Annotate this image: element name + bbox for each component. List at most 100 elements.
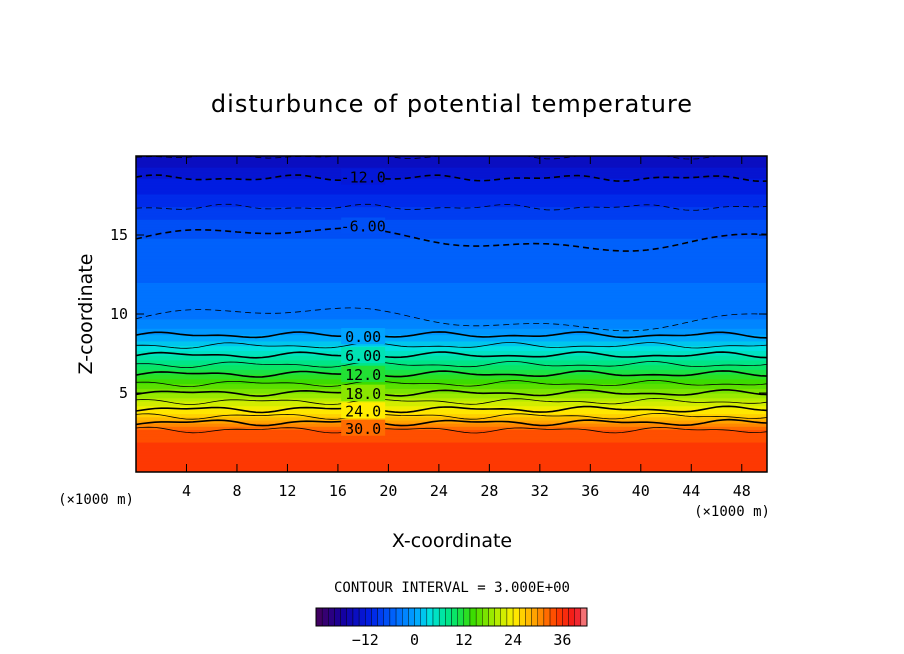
color-band: [136, 306, 767, 309]
color-band: [136, 186, 767, 189]
colorbar-cell: [525, 607, 532, 627]
contour-label-bg: [341, 385, 386, 401]
x-axis-label: X-coordinate: [392, 530, 512, 552]
color-band: [136, 258, 767, 261]
color-band: [136, 347, 767, 350]
color-band: [136, 446, 767, 449]
color-band: [136, 304, 767, 307]
color-band: [136, 460, 767, 464]
color-band: [136, 432, 767, 435]
colorbar-cell: [432, 607, 440, 627]
color-band: [136, 453, 767, 456]
color-band: [136, 244, 767, 247]
color-band: [136, 201, 767, 204]
color-band: [136, 358, 767, 361]
color-band: [136, 198, 767, 201]
color-band: [136, 276, 767, 279]
color-band: [136, 277, 767, 280]
color-band: [136, 307, 767, 310]
color-band: [136, 329, 767, 332]
color-band: [136, 212, 767, 216]
color-band: [136, 356, 767, 359]
contour-line: [136, 426, 767, 434]
colorbar-cell: [352, 607, 360, 627]
color-band: [136, 296, 767, 299]
color-band: [136, 293, 767, 296]
color-band: [136, 241, 767, 244]
color-band: [136, 310, 767, 314]
colorbar-cell: [482, 607, 489, 627]
color-band: [136, 423, 767, 426]
colorbar-cell: [469, 607, 477, 627]
color-band: [136, 298, 767, 301]
color-band: [136, 279, 767, 282]
contour-line: [136, 351, 767, 359]
contour-line: [136, 331, 767, 339]
colorbar-cell: [451, 607, 458, 627]
color-band: [136, 192, 767, 195]
contour-line: [136, 174, 767, 183]
color-band: [136, 249, 767, 252]
color-band: [136, 457, 767, 460]
color-band: [136, 339, 767, 342]
color-band: [136, 203, 767, 206]
color-band: [136, 302, 767, 306]
colorbar-cell: [543, 607, 551, 627]
color-band: [136, 242, 767, 246]
colorbar-cell: [358, 607, 366, 627]
colorbar-tick-label: −12: [352, 631, 379, 649]
color-band: [136, 266, 767, 269]
color-band: [136, 200, 767, 203]
colorbar-cell: [531, 607, 538, 627]
colorbar-cell: [389, 607, 397, 627]
x-tick-label: 12: [278, 482, 296, 500]
color-band: [136, 418, 767, 421]
colorbar-cell: [562, 607, 569, 627]
color-band: [136, 396, 767, 399]
color-band: [136, 214, 767, 217]
color-band: [136, 400, 767, 404]
color-band: [136, 269, 767, 272]
colorbar-cell: [445, 607, 452, 627]
color-band: [136, 274, 767, 277]
color-band: [136, 388, 767, 391]
color-band: [136, 187, 767, 190]
colorbar-cell: [377, 607, 384, 627]
colorbar-cell: [475, 607, 483, 627]
color-band: [136, 470, 767, 472]
color-band: [136, 189, 767, 192]
color-band: [136, 421, 767, 424]
colorbar-ticks: −12 0 12 24 36: [352, 631, 572, 649]
colorbar-cell: [328, 607, 335, 627]
colorbar-tick-label: 0: [410, 631, 419, 649]
color-band: [136, 402, 767, 405]
color-band: [136, 159, 767, 162]
contour-label: -12.0: [341, 169, 386, 187]
color-band: [136, 190, 767, 193]
color-band: [136, 361, 767, 364]
color-band: [136, 434, 767, 437]
color-band: [136, 182, 767, 186]
color-band: [136, 184, 767, 187]
color-band: [136, 179, 767, 182]
color-band: [136, 309, 767, 312]
color-band: [136, 211, 767, 214]
contour-label: 0.00: [345, 328, 381, 346]
color-band: [136, 206, 767, 209]
color-band: [136, 285, 767, 288]
color-band: [136, 378, 767, 381]
color-band: [136, 462, 767, 465]
colorbar-cell: [395, 607, 403, 627]
colorbar-cell: [457, 607, 465, 627]
colorbar-cell: [371, 607, 378, 627]
color-band: [136, 399, 767, 402]
colorbar-cell: [365, 607, 372, 627]
color-band: [136, 328, 767, 331]
y-axis-ticks: 5 10 15: [110, 226, 767, 402]
color-band: [136, 426, 767, 429]
colorbar: [315, 607, 588, 627]
x-tick-label: 36: [581, 482, 599, 500]
color-band: [136, 283, 767, 287]
color-band: [136, 355, 767, 358]
